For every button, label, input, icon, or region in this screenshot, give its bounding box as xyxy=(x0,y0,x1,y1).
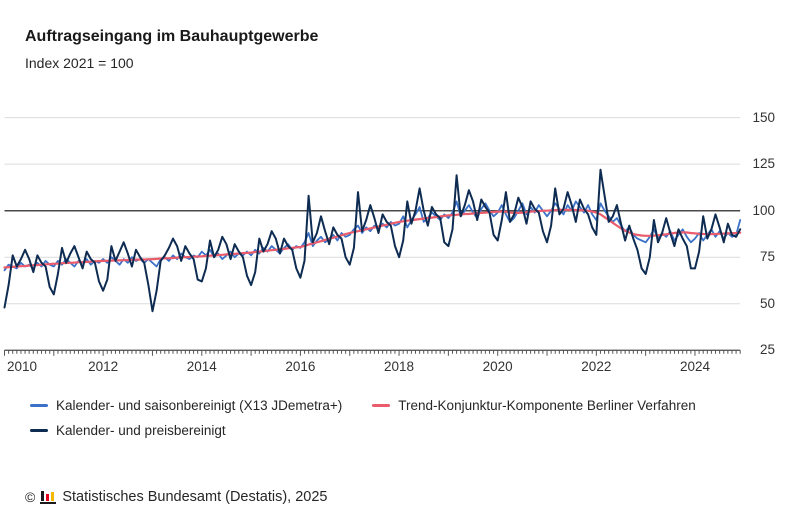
legend-label: Kalender- und preisbereinigt xyxy=(56,422,226,438)
navy-line-swatch-icon xyxy=(30,428,48,432)
x-tick-label-2012: 2012 xyxy=(88,359,119,374)
legend-row-1: Kalender- und saisonbereinigt (X13 JDeme… xyxy=(30,395,760,415)
chart-legend: Kalender- und saisonbereinigt (X13 JDeme… xyxy=(30,395,760,440)
x-tick-label-2018: 2018 xyxy=(384,359,415,374)
y-tick-label-125: 125 xyxy=(752,156,775,172)
source-footer: © Statistisches Bundesamt (Destatis), 20… xyxy=(25,489,327,505)
x-tick-label-2024: 2024 xyxy=(679,359,710,374)
series-line-1 xyxy=(3,208,742,269)
x-tick-label-2022: 2022 xyxy=(581,359,612,374)
red-line-swatch-icon xyxy=(372,403,391,407)
legend-item-trend: Trend-Konjunktur-Komponente Berliner Ver… xyxy=(372,397,696,413)
x-tick-label-2016: 2016 xyxy=(285,359,316,374)
page-title: Auftragseingang im Bauhauptgewerbe xyxy=(25,28,319,45)
blue-line-swatch-icon xyxy=(30,403,48,407)
legend-row-2: Kalender- und preisbereinigt xyxy=(30,420,760,440)
legend-item-preisbereinigt: Kalender- und preisbereinigt xyxy=(30,423,226,438)
chart-subtitle: Index 2021 = 100 xyxy=(25,55,134,71)
legend-item-saisonbereinigt: Kalender- und saisonbereinigt (X13 JDeme… xyxy=(30,398,342,413)
destatis-logo-icon xyxy=(40,491,57,504)
y-tick-label-75: 75 xyxy=(759,249,775,265)
y-tick-label-50: 50 xyxy=(759,295,775,311)
legend-label: Trend-Konjunktur-Komponente Berliner Ver… xyxy=(398,397,696,413)
series-line-2 xyxy=(3,168,742,313)
y-tick-label-25: 25 xyxy=(759,342,775,358)
x-tick-label-2020: 2020 xyxy=(482,359,513,374)
y-tick-label-150: 150 xyxy=(752,109,775,125)
source-text: Statistisches Bundesamt (Destatis), 2025 xyxy=(62,489,328,505)
x-tick-label-2010: 2010 xyxy=(6,359,38,374)
copyright-symbol: © xyxy=(25,489,36,505)
x-tick-label-2014: 2014 xyxy=(186,359,217,374)
y-tick-label-100: 100 xyxy=(752,202,775,218)
legend-label: Kalender- und saisonbereinigt (X13 JDeme… xyxy=(56,397,343,413)
